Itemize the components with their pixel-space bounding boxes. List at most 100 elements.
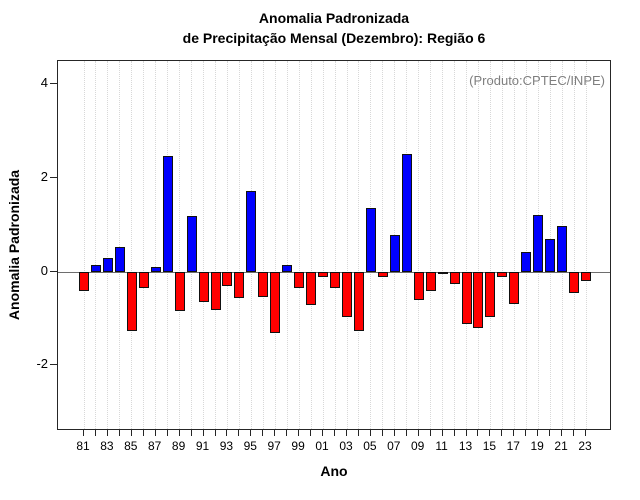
- gridline-85: [131, 61, 133, 429]
- x-tick-84: [118, 430, 120, 436]
- gridline-87: [155, 61, 157, 429]
- x-tick-label-21: 21: [554, 439, 568, 453]
- bar-14: [473, 271, 484, 329]
- gridline-92: [215, 61, 216, 429]
- annotation-produto: (Produto:CPTEC/INPE): [469, 73, 605, 88]
- bar-13: [461, 271, 472, 325]
- x-tick-label-81: 81: [76, 439, 90, 453]
- bar-85: [126, 271, 137, 332]
- x-tick-19: [537, 430, 539, 436]
- bar-04: [353, 271, 364, 332]
- bar-07: [389, 235, 400, 272]
- gridline-97: [274, 61, 276, 429]
- gridline-15: [489, 61, 491, 429]
- bar-11: [437, 271, 448, 274]
- bar-84: [114, 246, 125, 272]
- x-tick-label-91: 91: [195, 439, 210, 453]
- x-tick-92: [214, 430, 216, 436]
- bar-17: [509, 271, 520, 305]
- x-tick-07: [393, 430, 395, 436]
- x-tick-label-13: 13: [458, 439, 473, 453]
- gridline-16: [501, 61, 503, 429]
- gridline-96: [262, 61, 264, 429]
- x-tick-label-89: 89: [171, 439, 186, 453]
- bar-90: [186, 216, 197, 272]
- x-tick-20: [549, 430, 551, 436]
- x-tick-label-03: 03: [339, 439, 353, 453]
- bar-92: [210, 271, 221, 311]
- x-tick-06: [381, 430, 383, 436]
- x-tick-label-09: 09: [411, 439, 425, 453]
- x-tick-label-05: 05: [363, 439, 377, 453]
- bar-12: [449, 271, 460, 285]
- x-tick-82: [94, 430, 96, 436]
- x-tick-label-87: 87: [148, 439, 162, 453]
- gridline-18: [525, 61, 527, 429]
- x-tick-14: [477, 430, 479, 436]
- x-tick-17: [513, 430, 515, 436]
- bar-08: [401, 154, 412, 272]
- x-tick-04: [357, 430, 359, 436]
- gridline-14: [477, 61, 479, 429]
- x-tick-94: [238, 430, 240, 436]
- x-tick-02: [334, 430, 335, 436]
- bar-06: [377, 271, 388, 277]
- bar-95: [246, 191, 257, 272]
- x-tick-label-07: 07: [387, 439, 401, 453]
- gridline-98: [286, 61, 288, 429]
- gridline-86: [143, 61, 145, 429]
- x-tick-93: [226, 430, 228, 436]
- x-tick-13: [465, 430, 467, 436]
- bar-97: [270, 271, 281, 334]
- x-tick-label-17: 17: [506, 439, 520, 453]
- gridline-22: [573, 61, 575, 429]
- x-tick-label-97: 97: [267, 439, 281, 453]
- y-axis-title: Anomalia Padronizada: [6, 169, 22, 321]
- x-tick-23: [585, 430, 586, 436]
- gridline-12: [454, 61, 455, 429]
- bar-22: [569, 271, 580, 293]
- x-tick-97: [274, 430, 276, 436]
- bar-05: [365, 207, 376, 272]
- x-tick-16: [501, 430, 503, 436]
- x-tick-label-11: 11: [435, 439, 448, 453]
- y-tick-label-4: 4: [40, 75, 48, 91]
- bar-86: [138, 271, 149, 288]
- x-tick-96: [262, 430, 264, 436]
- bar-15: [485, 271, 496, 318]
- x-tick-18: [525, 430, 527, 436]
- bar-83: [102, 257, 113, 272]
- y-tick-2: [50, 177, 57, 179]
- x-tick-label-93: 93: [219, 439, 234, 453]
- gridline-84: [119, 61, 121, 429]
- y-tick-4: [50, 83, 57, 85]
- bar-02: [330, 271, 340, 288]
- bar-16: [497, 271, 508, 278]
- y-tick--2: [50, 364, 57, 366]
- x-tick-label-19: 19: [530, 439, 544, 453]
- gridline-13: [466, 61, 467, 429]
- gridline-89: [179, 61, 181, 429]
- x-tick-label-99: 99: [291, 439, 305, 453]
- x-tick-87: [154, 430, 156, 436]
- gridline-93: [226, 61, 228, 429]
- x-tick-98: [286, 430, 288, 436]
- x-tick-12: [453, 430, 455, 436]
- x-tick-label-15: 15: [482, 439, 497, 453]
- bar-18: [521, 252, 532, 272]
- x-axis-title: Ano: [320, 463, 348, 479]
- gridline-99: [298, 61, 300, 429]
- chart-title: Anomalia Padronizada de Precipitação Men…: [57, 8, 611, 48]
- x-tick-95: [250, 430, 252, 436]
- x-tick-03: [346, 430, 347, 436]
- gridline-03: [346, 61, 348, 429]
- bar-21: [557, 225, 568, 272]
- x-tick-86: [142, 430, 144, 436]
- x-tick-21: [561, 430, 563, 436]
- bar-99: [294, 271, 305, 288]
- bar-94: [234, 271, 245, 299]
- bar-23: [581, 271, 591, 281]
- x-tick-label-83: 83: [100, 439, 114, 453]
- bar-01: [318, 271, 328, 277]
